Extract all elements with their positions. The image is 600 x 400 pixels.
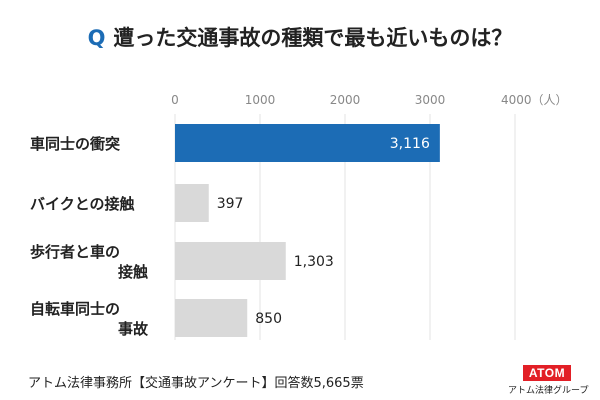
bar-value-label: 1,303 [294,254,334,270]
category-label: 自転車同士の [30,300,120,318]
category-label: 歩行者と車の [30,243,120,261]
bar-value-label: 397 [217,196,244,212]
question-mark: Q [87,26,106,50]
logo-mark: ATOM [522,365,572,381]
chart-title: Q 遭った交通事故の種類で最も近いものは？ [0,22,600,52]
bar [175,184,209,222]
x-tick-label: 4000（人） [501,93,568,107]
x-tick-label: 0 [171,93,179,107]
category-label: 車同士の衝突 [30,135,120,153]
x-tick-label: 3000 [415,93,446,107]
chart-title-text: 遭った交通事故の種類で最も近いものは？ [113,26,513,50]
survey-source-note: アトム法律事務所【交通事故アンケート】回答数5,665票 [28,376,364,391]
bar-value-label: 850 [255,311,282,327]
bar [175,242,286,280]
logo-subtitle: アトム法律グループ [508,386,589,396]
x-tick-label: 2000 [330,93,361,107]
atom-logo: ATOM アトム法律グループ [508,362,589,396]
bar-value-label: 3,116 [390,136,430,152]
x-tick-label: 1000 [245,93,276,107]
bar [175,299,248,337]
category-label: 事故 [118,320,149,338]
category-label: 接触 [118,263,148,281]
bar [175,124,440,162]
category-label: バイクとの接触 [30,195,135,213]
